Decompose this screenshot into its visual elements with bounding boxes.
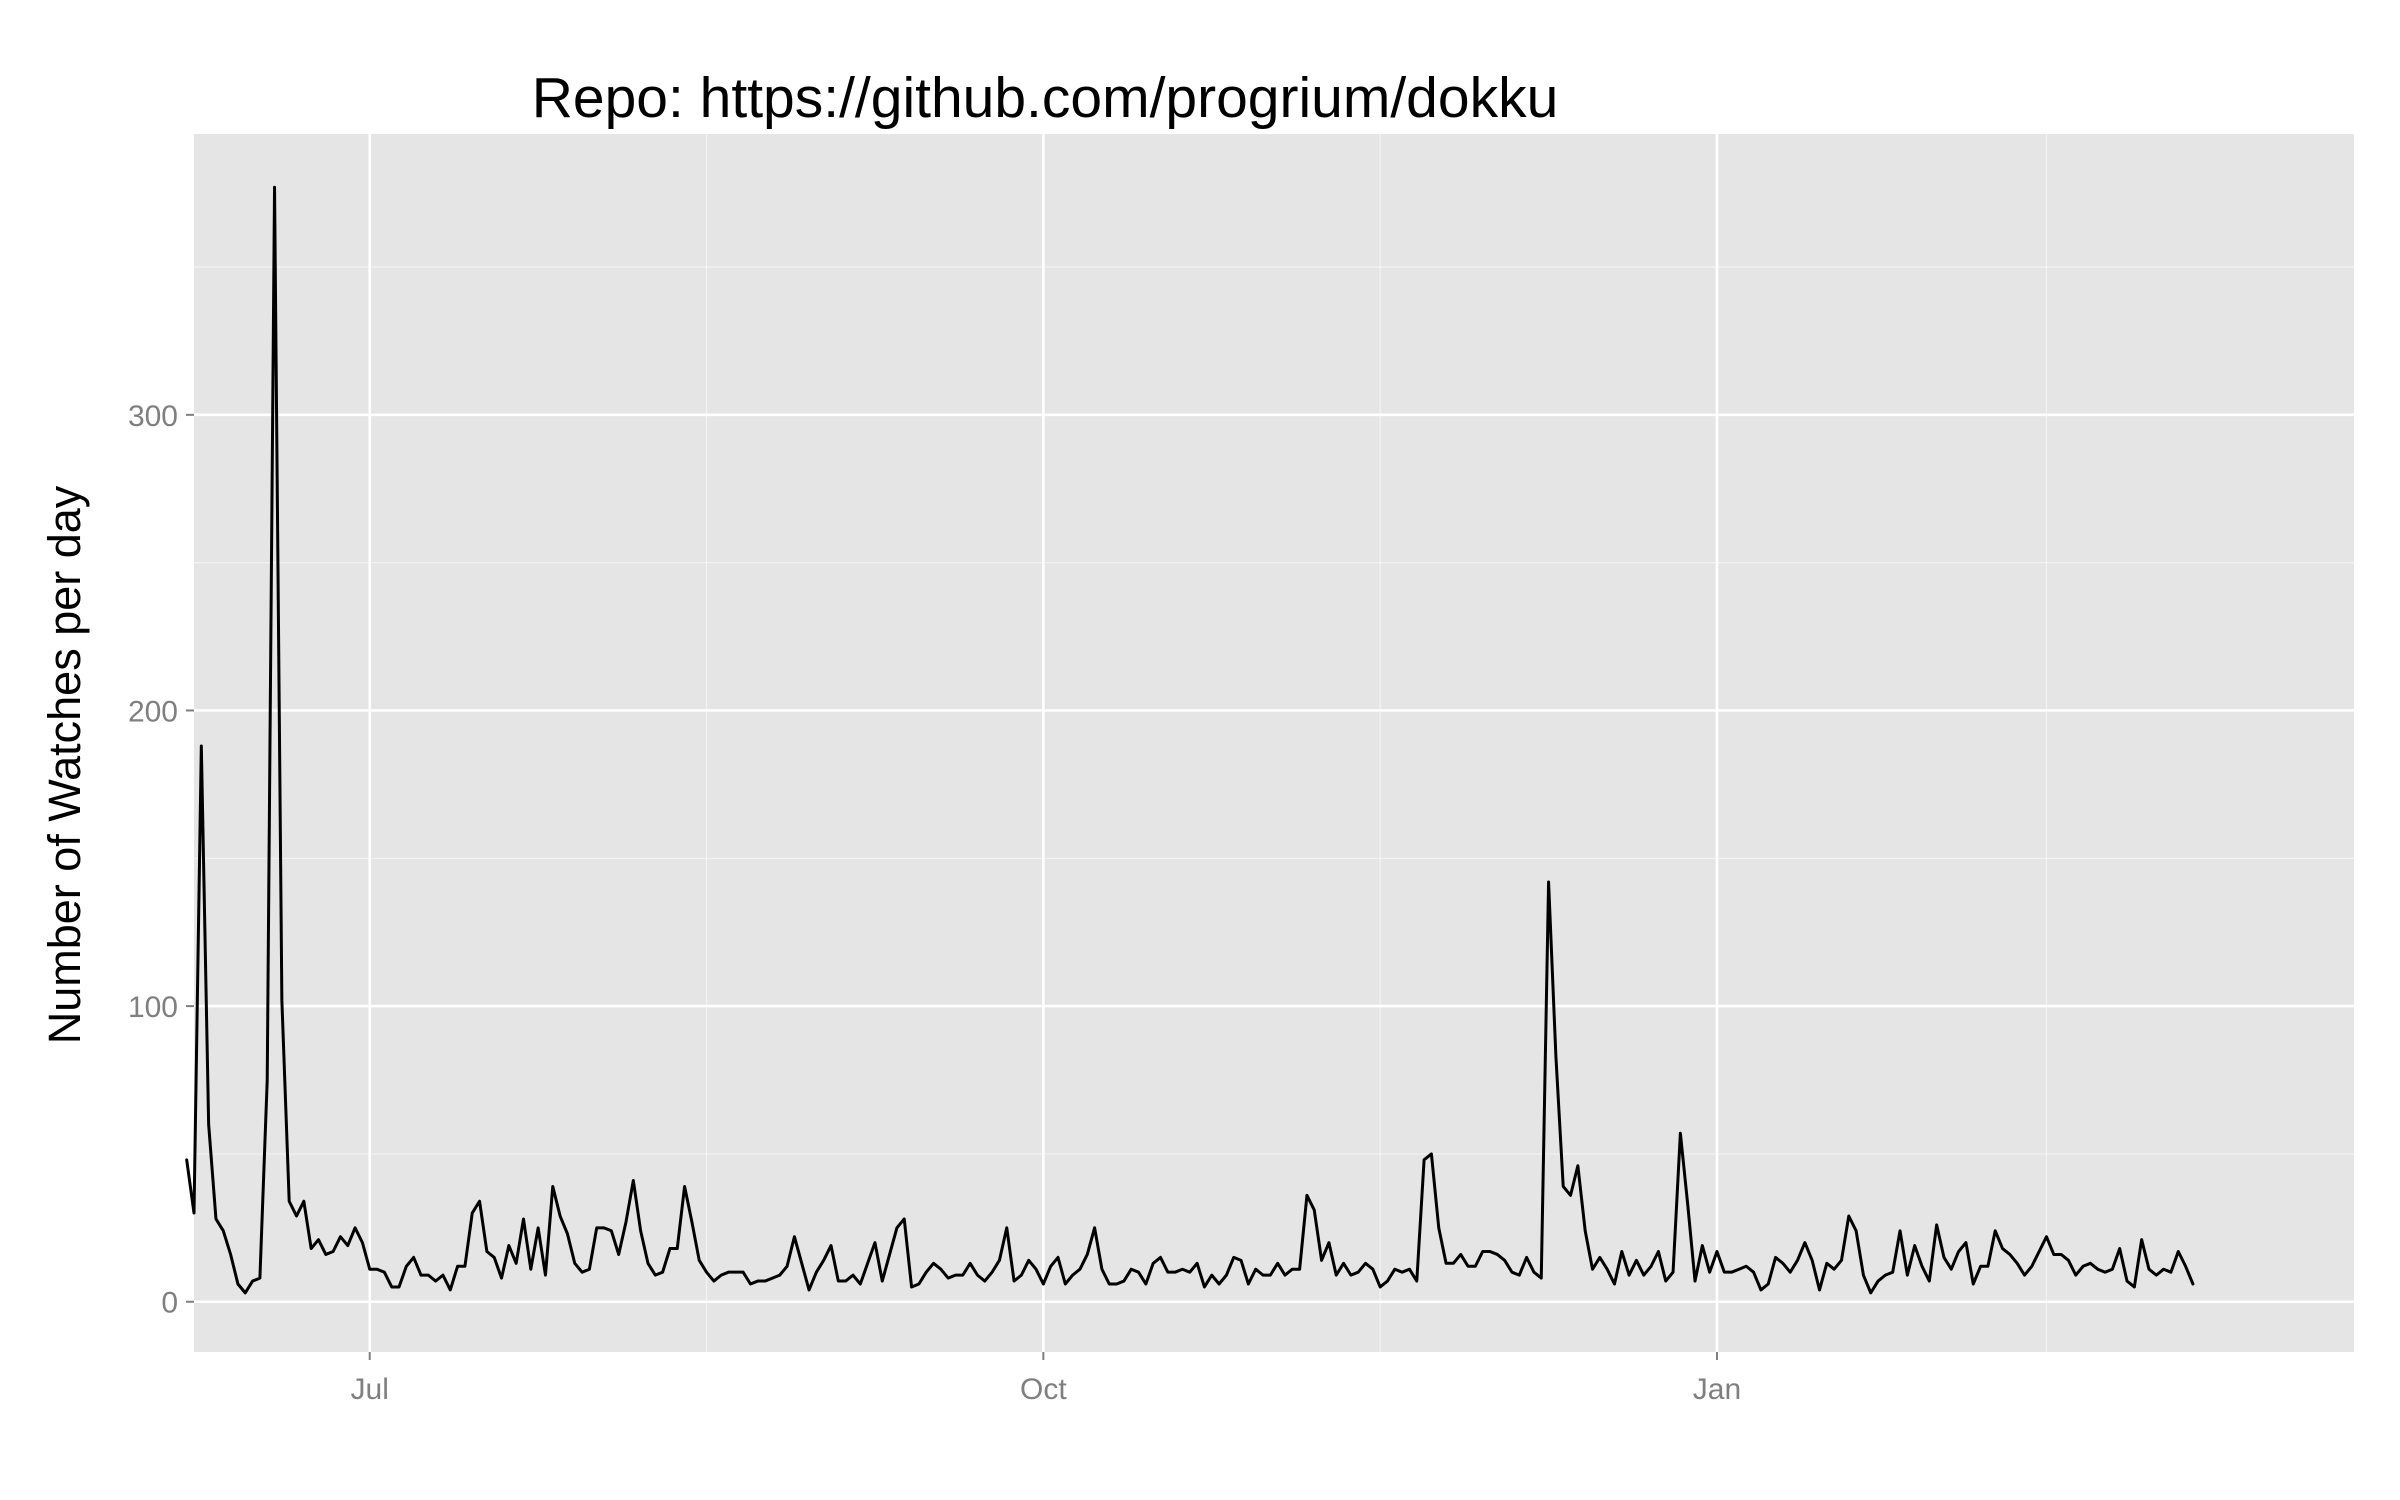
major-gridlines bbox=[194, 134, 2354, 1352]
x-tick-label-jan: Jan bbox=[1693, 1373, 1741, 1406]
y-axis-tick-labels: 0 100 200 300 bbox=[128, 400, 178, 1320]
x-tick-label-oct: Oct bbox=[1020, 1373, 1067, 1406]
x-tick-label-jul: Jul bbox=[351, 1373, 389, 1406]
series-line-0 bbox=[185, 185, 2195, 1295]
y-tick-label-200: 200 bbox=[128, 695, 178, 728]
minor-gridlines bbox=[194, 134, 2354, 1352]
axis-ticks bbox=[186, 413, 1718, 1360]
chart-title: Repo: https://github.com/progrium/dokku bbox=[532, 66, 1559, 130]
y-axis-label: Number of Watches per day bbox=[39, 485, 90, 1044]
y-tick-label-100: 100 bbox=[128, 991, 178, 1024]
series-lines bbox=[185, 185, 2195, 1295]
plot-panel bbox=[194, 134, 2354, 1352]
y-tick-label-0: 0 bbox=[161, 1287, 178, 1320]
x-axis-tick-labels: Jul Oct Jan bbox=[351, 1373, 1742, 1406]
y-tick-label-300: 300 bbox=[128, 400, 178, 433]
